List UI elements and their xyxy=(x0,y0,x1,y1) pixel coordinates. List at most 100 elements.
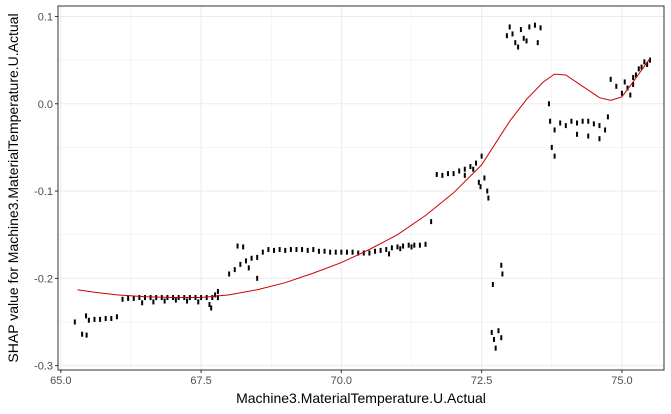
data-point xyxy=(505,33,508,39)
data-point xyxy=(553,153,556,159)
data-point xyxy=(623,79,626,85)
data-point xyxy=(208,302,211,308)
data-point xyxy=(539,25,542,31)
data-point xyxy=(216,288,219,294)
data-point xyxy=(486,188,489,194)
data-point xyxy=(494,345,497,351)
data-point xyxy=(430,219,433,225)
data-point xyxy=(615,83,618,89)
data-point xyxy=(517,44,520,50)
data-point xyxy=(646,61,649,67)
data-point xyxy=(479,184,482,190)
data-point xyxy=(519,27,522,33)
data-point xyxy=(345,249,348,255)
data-point xyxy=(475,160,478,166)
data-point xyxy=(127,295,130,301)
data-point xyxy=(247,265,250,271)
data-point xyxy=(458,168,461,174)
data-point xyxy=(152,299,155,305)
data-point xyxy=(634,72,637,78)
data-point xyxy=(629,92,632,98)
data-point xyxy=(242,244,245,250)
data-point xyxy=(598,136,601,142)
data-point xyxy=(632,82,635,88)
data-point xyxy=(273,247,276,253)
data-point xyxy=(418,242,421,248)
y-tick-label: -0.2 xyxy=(34,273,53,285)
data-point xyxy=(469,164,472,170)
data-point xyxy=(351,249,354,255)
data-point xyxy=(483,175,486,181)
data-point xyxy=(110,315,113,321)
smooth-trend-line xyxy=(77,58,651,298)
data-point xyxy=(73,319,76,325)
data-point xyxy=(385,247,388,253)
data-point xyxy=(155,295,158,301)
data-point xyxy=(487,195,490,201)
data-point xyxy=(413,242,416,248)
data-point xyxy=(648,57,651,63)
data-point xyxy=(547,101,550,107)
data-point xyxy=(497,328,500,334)
data-point xyxy=(357,250,360,256)
x-tick-label: 70.0 xyxy=(331,375,352,387)
data-point xyxy=(261,249,264,255)
data-point xyxy=(233,267,236,273)
data-point xyxy=(216,295,219,301)
data-point xyxy=(390,245,393,251)
x-tick-label: 65.0 xyxy=(50,375,71,387)
data-point xyxy=(93,316,96,322)
data-point xyxy=(236,243,239,249)
data-point xyxy=(598,123,601,129)
y-tick-label: -0.3 xyxy=(34,361,53,373)
data-point xyxy=(138,295,141,301)
data-point xyxy=(620,90,623,96)
data-point xyxy=(500,335,503,341)
data-point xyxy=(115,314,118,320)
data-point xyxy=(576,120,579,126)
data-point xyxy=(186,298,189,304)
data-point xyxy=(410,244,413,250)
data-point xyxy=(163,298,166,304)
data-point xyxy=(511,31,514,37)
data-point xyxy=(508,24,511,30)
data-point xyxy=(340,249,343,255)
data-point xyxy=(149,295,152,301)
data-point xyxy=(452,171,455,177)
data-point xyxy=(490,329,493,335)
x-tick-label: 67.5 xyxy=(190,375,211,387)
data-point xyxy=(550,144,553,150)
data-point xyxy=(317,248,320,254)
data-point xyxy=(435,171,438,177)
y-axis-title: SHAP value for Machine3.MaterialTemperat… xyxy=(5,13,21,362)
data-point xyxy=(267,247,270,253)
data-point xyxy=(609,76,612,82)
data-point xyxy=(581,118,584,124)
data-point xyxy=(491,281,494,287)
data-point xyxy=(250,255,253,261)
data-point xyxy=(643,59,646,65)
data-point xyxy=(477,179,480,185)
data-point xyxy=(536,40,539,46)
grid-lines xyxy=(58,6,664,370)
data-point xyxy=(323,248,326,254)
data-point xyxy=(374,248,377,254)
data-point xyxy=(99,316,102,322)
data-point xyxy=(121,296,124,302)
data-point xyxy=(637,66,640,72)
data-point xyxy=(104,315,107,321)
data-point xyxy=(388,251,391,257)
data-point xyxy=(132,295,135,301)
data-point xyxy=(626,85,629,91)
data-point xyxy=(592,121,595,127)
y-tick-label: 0.0 xyxy=(38,99,53,111)
data-point xyxy=(640,64,643,70)
data-point xyxy=(606,114,609,120)
data-point xyxy=(549,118,552,124)
data-point xyxy=(525,38,528,44)
data-point xyxy=(278,247,281,253)
y-tick-label: -0.1 xyxy=(34,186,53,198)
data-point xyxy=(214,292,217,298)
data-point xyxy=(500,262,503,268)
data-point xyxy=(570,118,573,124)
